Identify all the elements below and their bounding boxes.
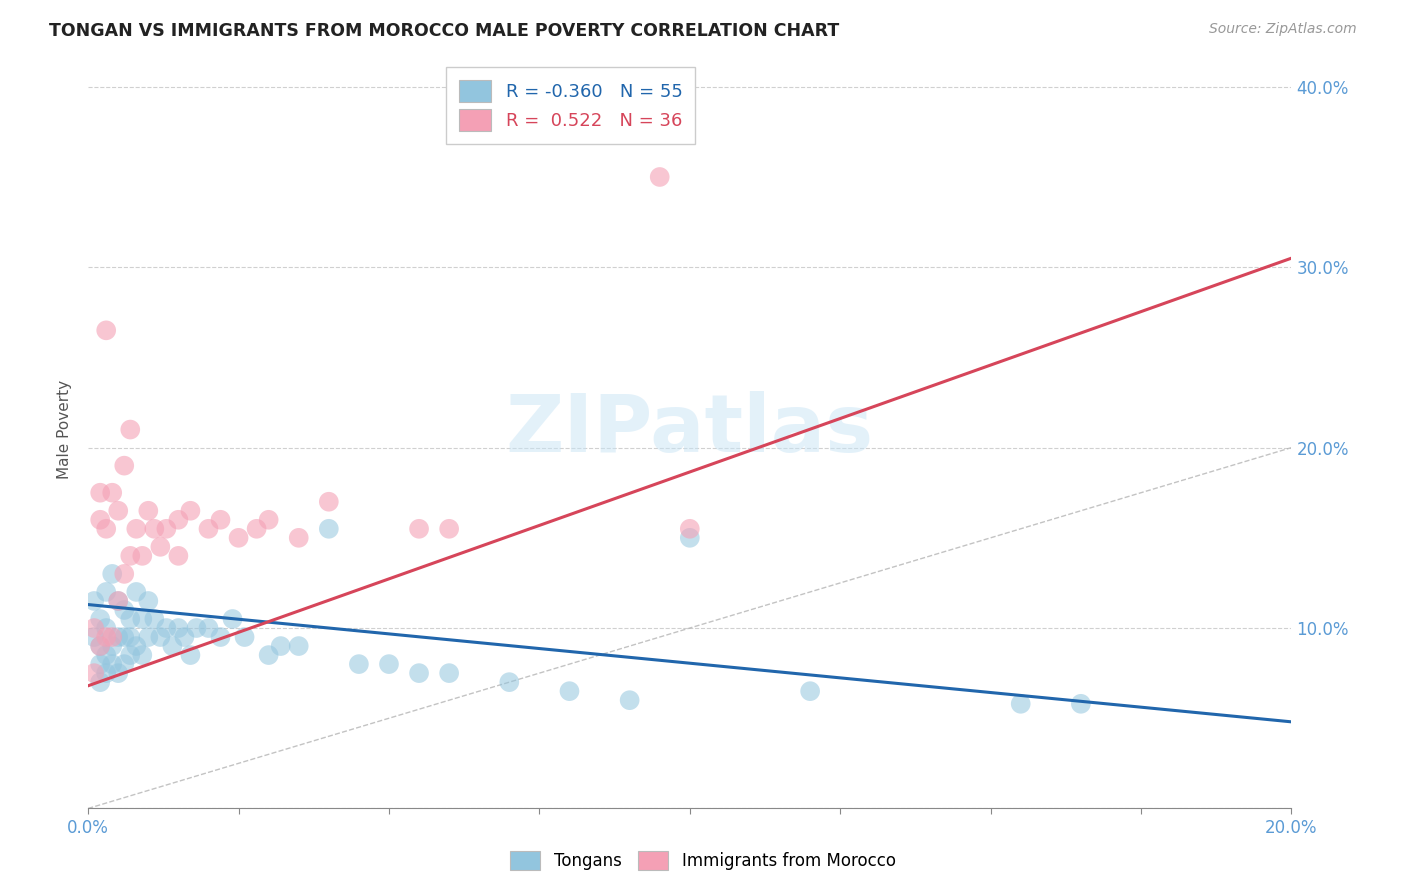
Point: [89, 513, 111, 527]
Point: [96, 630, 118, 644]
Point: [287, 531, 309, 545]
Point: [679, 531, 702, 545]
Point: [246, 522, 269, 536]
Text: TONGAN VS IMMIGRANTS FROM MOROCCO MALE POVERTY CORRELATION CHART: TONGAN VS IMMIGRANTS FROM MOROCCO MALE P…: [49, 22, 839, 40]
Text: Source: ZipAtlas.com: Source: ZipAtlas.com: [1209, 22, 1357, 37]
Point: [112, 458, 135, 473]
Point: [83, 630, 105, 644]
Point: [89, 485, 111, 500]
Point: [799, 684, 821, 698]
Point: [221, 612, 243, 626]
Point: [619, 693, 641, 707]
Point: [155, 621, 177, 635]
Text: ZIPatlas: ZIPatlas: [506, 391, 875, 468]
Point: [83, 621, 105, 635]
Point: [112, 630, 135, 644]
Point: [96, 585, 118, 599]
Point: [167, 549, 190, 563]
Legend: Tongans, Immigrants from Morocco: Tongans, Immigrants from Morocco: [503, 844, 903, 877]
Point: [89, 612, 111, 626]
Point: [125, 639, 148, 653]
Point: [107, 594, 129, 608]
Point: [107, 504, 129, 518]
Point: [498, 675, 520, 690]
Point: [167, 513, 190, 527]
Point: [209, 630, 232, 644]
Point: [179, 504, 201, 518]
Point: [378, 657, 401, 672]
Point: [83, 666, 105, 681]
Point: [228, 531, 250, 545]
Point: [131, 612, 153, 626]
Point: [149, 540, 172, 554]
Point: [179, 648, 201, 662]
Point: [89, 639, 111, 653]
Point: [437, 522, 460, 536]
Point: [408, 666, 430, 681]
Point: [131, 549, 153, 563]
Point: [125, 522, 148, 536]
Point: [83, 594, 105, 608]
Point: [1070, 697, 1092, 711]
Legend: R = -0.360   N = 55, R =  0.522   N = 36: R = -0.360 N = 55, R = 0.522 N = 36: [446, 67, 695, 144]
Point: [89, 639, 111, 653]
Point: [120, 423, 142, 437]
Point: [186, 621, 208, 635]
Point: [101, 657, 124, 672]
Point: [270, 639, 292, 653]
Point: [89, 675, 111, 690]
Point: [112, 657, 135, 672]
Point: [155, 522, 177, 536]
Point: [162, 639, 184, 653]
Point: [257, 513, 280, 527]
Point: [101, 566, 124, 581]
Point: [107, 666, 129, 681]
Point: [96, 621, 118, 635]
Point: [408, 522, 430, 536]
Point: [120, 648, 142, 662]
Point: [131, 648, 153, 662]
Point: [558, 684, 581, 698]
Point: [437, 666, 460, 681]
Point: [120, 549, 142, 563]
Point: [167, 621, 190, 635]
Point: [112, 603, 135, 617]
Point: [107, 630, 129, 644]
Point: [197, 522, 219, 536]
Point: [120, 612, 142, 626]
Point: [136, 504, 159, 518]
Point: [143, 612, 166, 626]
Point: [136, 594, 159, 608]
Point: [209, 513, 232, 527]
Point: [107, 594, 129, 608]
Point: [257, 648, 280, 662]
Point: [648, 169, 671, 184]
Point: [233, 630, 256, 644]
Point: [318, 522, 340, 536]
Point: [112, 566, 135, 581]
Point: [347, 657, 370, 672]
Point: [679, 522, 702, 536]
Y-axis label: Male Poverty: Male Poverty: [58, 380, 72, 479]
Point: [89, 657, 111, 672]
Point: [101, 639, 124, 653]
Point: [101, 630, 124, 644]
Point: [197, 621, 219, 635]
Point: [120, 630, 142, 644]
Point: [318, 494, 340, 508]
Point: [125, 585, 148, 599]
Point: [96, 522, 118, 536]
Point: [136, 630, 159, 644]
Point: [96, 666, 118, 681]
Point: [96, 648, 118, 662]
Point: [96, 323, 118, 337]
Point: [287, 639, 309, 653]
Point: [101, 485, 124, 500]
Point: [1010, 697, 1032, 711]
Point: [143, 522, 166, 536]
Point: [173, 630, 195, 644]
Point: [149, 630, 172, 644]
